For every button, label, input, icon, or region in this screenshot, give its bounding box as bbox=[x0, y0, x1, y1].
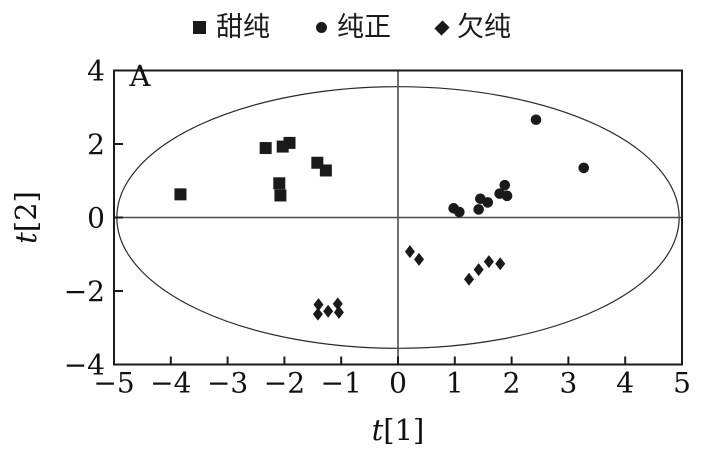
data-point-diamond bbox=[483, 255, 494, 269]
x-tick-label: −2 bbox=[264, 367, 305, 400]
data-point-circle bbox=[578, 162, 590, 174]
legend-label: 纯正 bbox=[337, 12, 391, 43]
data-point-circle bbox=[454, 206, 465, 218]
y-axis-title: t[2] bbox=[9, 191, 43, 244]
data-point-diamond bbox=[464, 272, 474, 286]
data-point-diamond bbox=[333, 305, 344, 319]
y-tick-label: −4 bbox=[64, 349, 105, 382]
y-tick-label: −2 bbox=[64, 275, 105, 308]
data-point-diamond bbox=[414, 252, 425, 266]
plot-legend: 甜纯 纯正 欠纯 bbox=[0, 14, 704, 41]
x-axis-title: t[1] bbox=[372, 413, 425, 447]
panel-label: A bbox=[129, 59, 152, 93]
x-tick-label: 0 bbox=[389, 367, 407, 400]
data-point-square bbox=[259, 142, 272, 155]
legend-item-tianchun: 甜纯 bbox=[193, 14, 270, 41]
data-point-diamond bbox=[473, 263, 484, 277]
x-tick-label: −4 bbox=[150, 367, 191, 400]
data-point-diamond bbox=[323, 304, 334, 318]
x-tick-label: 3 bbox=[559, 367, 577, 400]
data-point-diamond bbox=[312, 307, 323, 321]
x-tick-label: −3 bbox=[207, 367, 248, 400]
data-point-square bbox=[174, 188, 187, 201]
data-point-square bbox=[273, 177, 286, 190]
circle-marker-icon bbox=[316, 22, 327, 33]
legend-item-chunzheng: 纯正 bbox=[316, 14, 391, 41]
data-point-circle bbox=[499, 179, 511, 191]
x-tick-label: 1 bbox=[446, 367, 464, 400]
data-point-circle bbox=[473, 204, 484, 215]
data-point-circle bbox=[482, 197, 494, 208]
data-point-diamond bbox=[404, 245, 415, 259]
legend-label: 甜纯 bbox=[216, 12, 270, 43]
square-marker-icon bbox=[193, 21, 206, 34]
data-point-square bbox=[283, 136, 296, 149]
data-point-square bbox=[319, 164, 332, 177]
diamond-marker-icon bbox=[434, 19, 450, 36]
data-point-circle bbox=[530, 114, 542, 126]
data-point-circle bbox=[501, 190, 513, 202]
data-point-diamond bbox=[495, 257, 506, 271]
legend-label: 欠纯 bbox=[457, 12, 511, 43]
x-tick-label: 4 bbox=[616, 367, 634, 400]
data-point-diamond bbox=[332, 297, 343, 311]
data-point-square bbox=[274, 189, 287, 202]
x-tick-label: 2 bbox=[503, 367, 521, 400]
x-tick-label: −1 bbox=[321, 367, 362, 400]
legend-item-qianchun: 欠纯 bbox=[434, 12, 511, 43]
y-tick-label: 0 bbox=[87, 202, 105, 235]
x-tick-label: 5 bbox=[673, 367, 691, 400]
y-tick-label: 2 bbox=[87, 128, 105, 161]
x-tick-label: −5 bbox=[93, 367, 134, 400]
data-point-diamond bbox=[313, 298, 324, 312]
y-tick-label: 4 bbox=[87, 55, 105, 88]
